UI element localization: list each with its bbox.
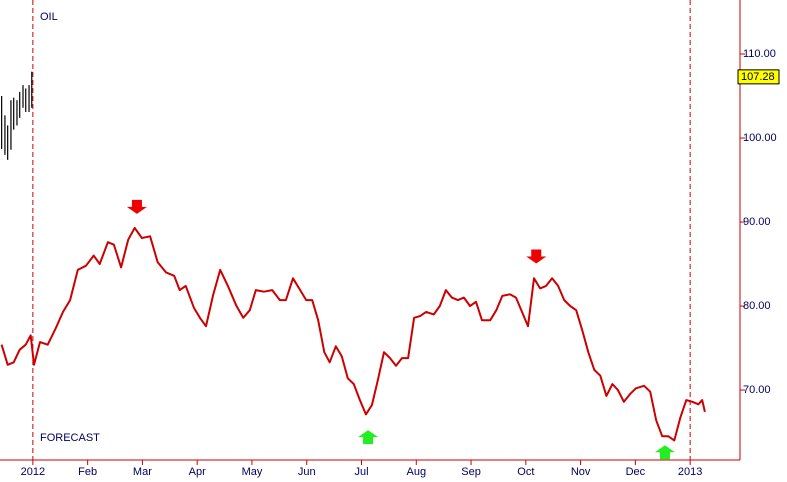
x-tick-label: Mar: [133, 466, 152, 478]
series-label: OIL: [40, 11, 58, 23]
x-tick-label: Dec: [626, 466, 646, 478]
last-value-label: 107.28: [741, 71, 775, 83]
x-tick-label: Aug: [406, 466, 426, 478]
signal-arrow: [654, 445, 675, 460]
x-tick-label: Jul: [354, 466, 368, 478]
x-tick-label: 2013: [678, 466, 702, 478]
x-tick-label: Jun: [298, 466, 316, 478]
y-tick-label: 90.00: [743, 216, 771, 228]
series-label: FORECAST: [40, 432, 100, 444]
y-tick-label: 70.00: [743, 384, 771, 396]
signal-arrow: [526, 249, 547, 264]
y-tick-label: 110.00: [743, 48, 776, 60]
signal-arrow: [126, 199, 147, 214]
y-tick-label: 100.00: [743, 132, 777, 144]
forecast-line: [0, 226, 706, 442]
x-tick-label: Oct: [517, 466, 534, 478]
last-value-box: [737, 69, 780, 85]
x-tick-label: Apr: [189, 466, 206, 478]
x-tick-label: Feb: [78, 466, 97, 478]
signal-arrow: [358, 430, 379, 445]
y-tick-label: 80.00: [743, 300, 771, 312]
x-tick-label: Sep: [461, 466, 481, 478]
x-tick-label: May: [242, 466, 263, 478]
x-tick-label: Nov: [571, 466, 591, 478]
x-tick-label: 2012: [21, 466, 45, 478]
